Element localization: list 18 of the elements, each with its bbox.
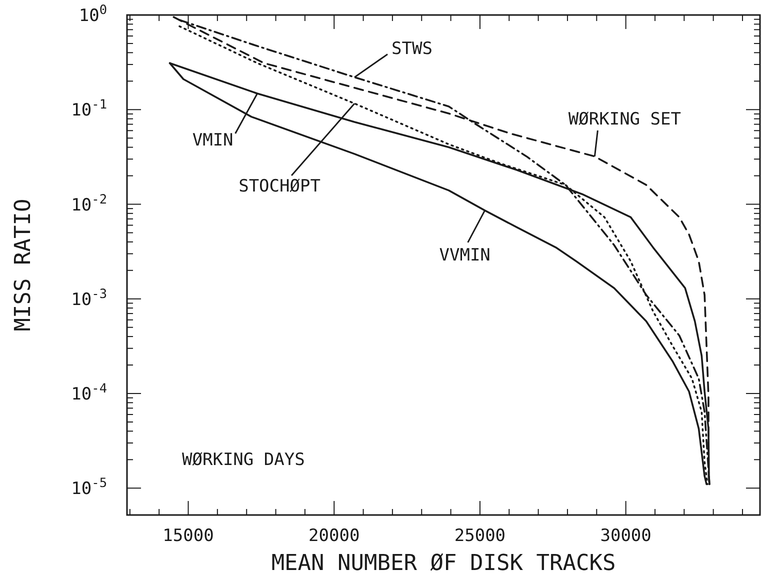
y-tick-label: 10$^{-4}$	[71, 381, 108, 404]
y-tick-label: 10$^{-1}$	[71, 97, 107, 121]
x-axis-title: MEAN NUMBER ØF DISK TRACKS	[271, 551, 616, 576]
x-tick-label: 30000	[600, 526, 652, 546]
x-tick-label: 15000	[162, 526, 214, 546]
annotation: WØRKING DAYS	[182, 450, 305, 470]
y-axis-title: MISS RATIO	[11, 198, 36, 332]
annotation: VMIN	[192, 130, 234, 151]
annotation: STWS	[392, 39, 432, 60]
annotation: WØRKING SET	[568, 109, 681, 130]
x-tick-label: 25000	[454, 526, 506, 546]
y-tick-label: 10$^{-3}$	[71, 286, 107, 310]
annotation: VVMIN	[439, 245, 490, 266]
x-tick-label: 20000	[308, 526, 360, 546]
y-tick-label: 10$^{-5}$	[71, 476, 107, 500]
annotation: STOCHØPT	[238, 176, 320, 197]
y-tick-label: 10$^{0}$	[78, 2, 107, 26]
y-tick-label: 10$^{-2}$	[71, 192, 107, 216]
